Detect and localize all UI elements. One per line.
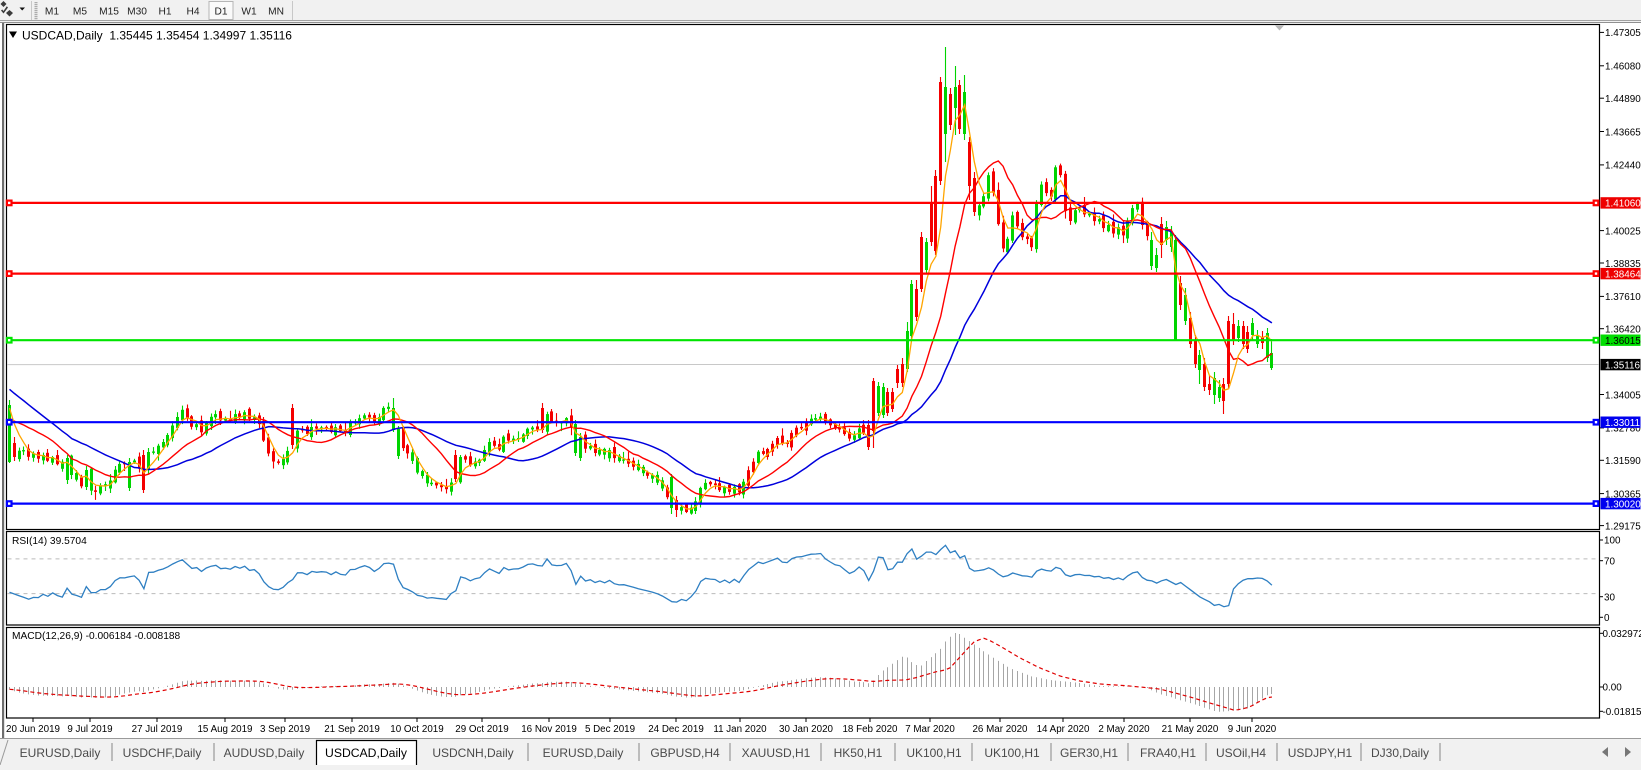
svg-text:10 Oct 2019: 10 Oct 2019 bbox=[390, 724, 443, 735]
svg-text:1.38464: 1.38464 bbox=[1605, 269, 1641, 280]
svg-text:15 Aug 2019: 15 Aug 2019 bbox=[197, 724, 252, 735]
svg-text:100: 100 bbox=[1604, 536, 1621, 547]
svg-text:M1: M1 bbox=[45, 7, 59, 18]
svg-text:27 Jul 2019: 27 Jul 2019 bbox=[132, 724, 183, 735]
svg-text:1.43665: 1.43665 bbox=[1605, 127, 1641, 138]
svg-text:24 Dec 2019: 24 Dec 2019 bbox=[648, 724, 704, 735]
svg-text:AUDUSD,Daily: AUDUSD,Daily bbox=[224, 746, 305, 760]
svg-text:0: 0 bbox=[1604, 613, 1610, 624]
svg-text:1.40025: 1.40025 bbox=[1605, 226, 1641, 237]
svg-text:XAUUSD,H1: XAUUSD,H1 bbox=[742, 746, 811, 760]
svg-text:1.30020: 1.30020 bbox=[1605, 499, 1641, 510]
svg-text:USDJPY,H1: USDJPY,H1 bbox=[1288, 746, 1353, 760]
svg-text:21 Sep 2019: 21 Sep 2019 bbox=[324, 724, 380, 735]
svg-text:1.36420: 1.36420 bbox=[1605, 325, 1641, 336]
svg-text:1.41060: 1.41060 bbox=[1605, 199, 1641, 210]
svg-text:1.29175: 1.29175 bbox=[1605, 521, 1641, 532]
svg-text:21 May 2020: 21 May 2020 bbox=[1162, 724, 1219, 735]
svg-text:1.33011: 1.33011 bbox=[1605, 418, 1640, 429]
svg-text:29 Oct 2019: 29 Oct 2019 bbox=[455, 724, 508, 735]
svg-text:GBPUSD,H4: GBPUSD,H4 bbox=[650, 746, 720, 760]
svg-text:HK50,H1: HK50,H1 bbox=[834, 746, 883, 760]
svg-text:1.35116: 1.35116 bbox=[1605, 360, 1640, 371]
svg-text:W1: W1 bbox=[241, 7, 257, 18]
svg-text:FRA40,H1: FRA40,H1 bbox=[1140, 746, 1196, 760]
svg-text:1.34005: 1.34005 bbox=[1605, 390, 1641, 401]
svg-text:MACD(12,26,9) -0.006184 -0.008: MACD(12,26,9) -0.006184 -0.008188 bbox=[12, 631, 181, 642]
svg-text:RSI(14) 39.5704: RSI(14) 39.5704 bbox=[12, 536, 87, 547]
svg-text:16 Nov 2019: 16 Nov 2019 bbox=[521, 724, 577, 735]
svg-text:1.37610: 1.37610 bbox=[1605, 292, 1641, 303]
svg-text:EURUSD,Daily: EURUSD,Daily bbox=[20, 746, 101, 760]
svg-text:H4: H4 bbox=[186, 7, 199, 18]
svg-text:1.47305: 1.47305 bbox=[1605, 28, 1641, 39]
svg-text:1.42440: 1.42440 bbox=[1605, 161, 1641, 172]
svg-text:M30: M30 bbox=[127, 7, 147, 18]
svg-text:D1: D1 bbox=[214, 7, 227, 18]
svg-text:18 Feb 2020: 18 Feb 2020 bbox=[842, 724, 898, 735]
svg-text:20 Jun 2019: 20 Jun 2019 bbox=[6, 724, 60, 735]
svg-text:DJ30,Daily: DJ30,Daily bbox=[1371, 746, 1429, 760]
svg-text:0.00: 0.00 bbox=[1603, 683, 1623, 694]
svg-text:EURUSD,Daily: EURUSD,Daily bbox=[543, 746, 624, 760]
svg-text:9 Jun 2020: 9 Jun 2020 bbox=[1228, 724, 1277, 735]
svg-text:GER30,H1: GER30,H1 bbox=[1060, 746, 1118, 760]
svg-text:7 Mar 2020: 7 Mar 2020 bbox=[905, 724, 955, 735]
svg-text:UK100,H1: UK100,H1 bbox=[984, 746, 1040, 760]
svg-text:USDCAD,Daily: USDCAD,Daily bbox=[325, 746, 408, 760]
svg-text:UK100,H1: UK100,H1 bbox=[906, 746, 962, 760]
svg-text:H1: H1 bbox=[158, 7, 171, 18]
svg-text:70: 70 bbox=[1604, 556, 1615, 567]
svg-text:3 Sep 2019: 3 Sep 2019 bbox=[260, 724, 310, 735]
svg-text:USDCAD,Daily 1.35445 1.35454: USDCAD,Daily 1.35445 1.35454 1.34997 1.3… bbox=[22, 29, 292, 43]
svg-text:USDCNH,Daily: USDCNH,Daily bbox=[432, 746, 513, 760]
svg-text:1.44890: 1.44890 bbox=[1605, 94, 1641, 105]
svg-text:USDCHF,Daily: USDCHF,Daily bbox=[123, 746, 202, 760]
svg-text:M15: M15 bbox=[99, 7, 119, 18]
svg-text:M5: M5 bbox=[73, 7, 87, 18]
svg-text:USOil,H4: USOil,H4 bbox=[1216, 746, 1266, 760]
svg-text:MN: MN bbox=[268, 7, 284, 18]
svg-text:5 Dec 2019: 5 Dec 2019 bbox=[585, 724, 635, 735]
svg-text:9 Jul 2019: 9 Jul 2019 bbox=[67, 724, 112, 735]
svg-text:14 Apr 2020: 14 Apr 2020 bbox=[1037, 724, 1090, 735]
svg-text:-0.018154: -0.018154 bbox=[1603, 707, 1641, 718]
svg-text:1.36015: 1.36015 bbox=[1605, 336, 1641, 347]
svg-text:30: 30 bbox=[1604, 592, 1615, 603]
svg-text:1.31590: 1.31590 bbox=[1605, 456, 1641, 467]
svg-text:1.46080: 1.46080 bbox=[1605, 62, 1641, 73]
svg-text:2 May 2020: 2 May 2020 bbox=[1098, 724, 1150, 735]
svg-text:26 Mar 2020: 26 Mar 2020 bbox=[972, 724, 1028, 735]
svg-text:30 Jan 2020: 30 Jan 2020 bbox=[779, 724, 833, 735]
svg-text:0.032972: 0.032972 bbox=[1603, 629, 1641, 640]
svg-text:11 Jan 2020: 11 Jan 2020 bbox=[713, 724, 767, 735]
